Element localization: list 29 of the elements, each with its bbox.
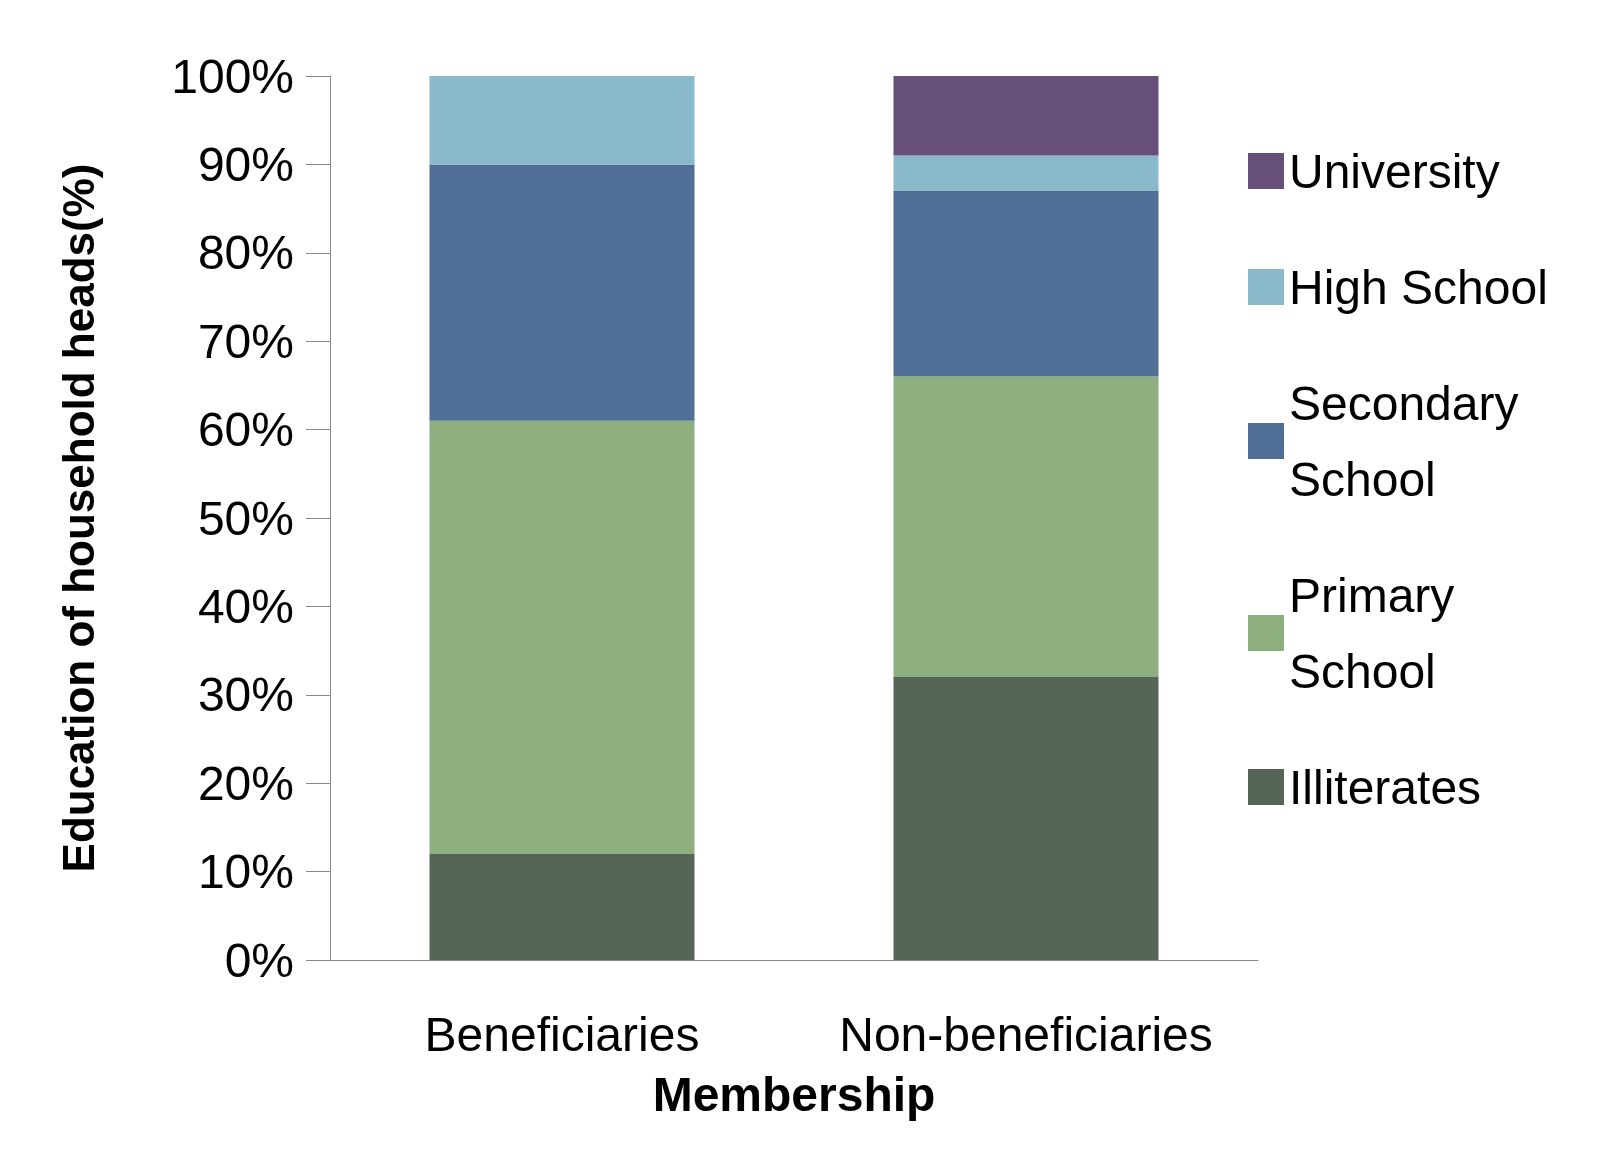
bar [429,164,695,421]
y-axis-title: Education of household heads(%) [53,163,103,873]
bar [429,420,695,854]
y-tick-label: 40% [197,579,294,633]
legend-label: Primary School [1289,568,1468,698]
bar [893,190,1159,377]
bar [893,376,1159,678]
x-tick-label: Beneficiaries [424,1007,700,1061]
y-tick-label: 70% [197,314,294,368]
y-tick-label: 60% [197,403,294,457]
y-tick-label: 0% [224,933,294,987]
bar [893,76,1159,156]
y-tick-label: 10% [197,845,294,899]
bar [429,76,695,165]
bar [429,853,695,960]
y-tick-label: 50% [197,491,294,545]
x-tick-label: Non-beneficiaries [839,1007,1213,1061]
legend-label: Secondary School [1289,376,1532,506]
bar [893,677,1159,960]
y-tick-label: 80% [197,226,294,280]
legend-label: Illiterates [1289,760,1482,814]
legend-label: High School [1289,260,1548,314]
y-tick-label: 30% [197,668,294,722]
bar [893,155,1159,191]
legend-label: University [1289,144,1500,198]
x-axis-title: Membership [652,1067,936,1121]
y-tick-label: 90% [197,137,294,191]
y-tick-label: 100% [171,49,294,103]
y-tick-label: 20% [197,756,294,810]
